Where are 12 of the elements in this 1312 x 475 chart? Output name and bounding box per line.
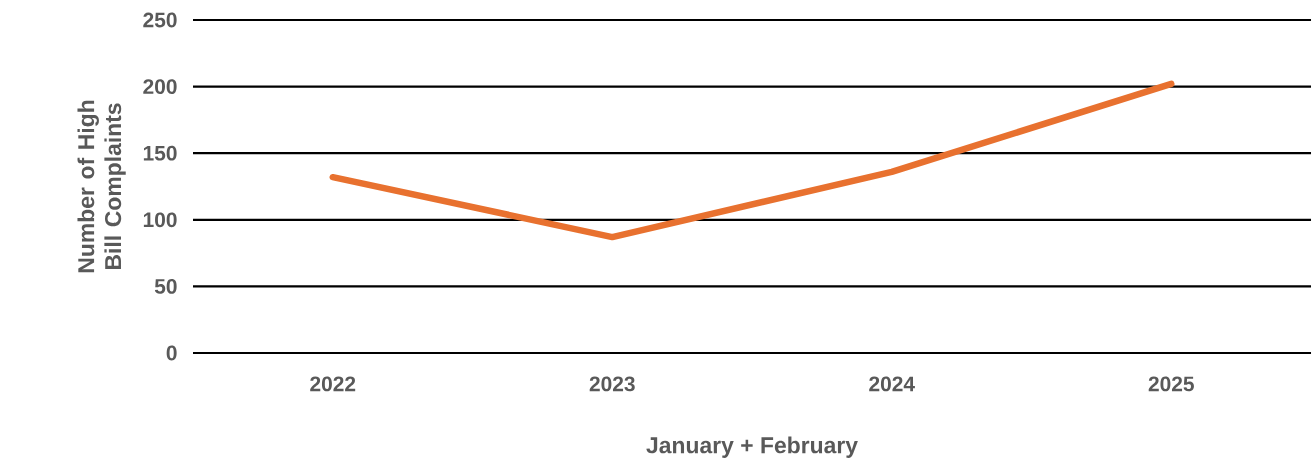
x-axis-title: January + February bbox=[646, 436, 858, 458]
x-tick-label: 2025 bbox=[1148, 376, 1194, 392]
y-tick-label: 100 bbox=[143, 212, 177, 228]
y-axis-title: Number of High Bill Complaints bbox=[77, 100, 126, 273]
x-tick-label: 2023 bbox=[589, 376, 635, 392]
x-tick-label: 2022 bbox=[310, 376, 356, 392]
y-tick-label: 250 bbox=[143, 12, 177, 28]
y-tick-label: 150 bbox=[143, 145, 177, 161]
y-tick-label: 50 bbox=[154, 278, 177, 294]
x-tick-label: 2024 bbox=[869, 376, 915, 392]
y-tick-label: 200 bbox=[143, 79, 177, 94]
y-tick-label: 0 bbox=[166, 345, 177, 361]
